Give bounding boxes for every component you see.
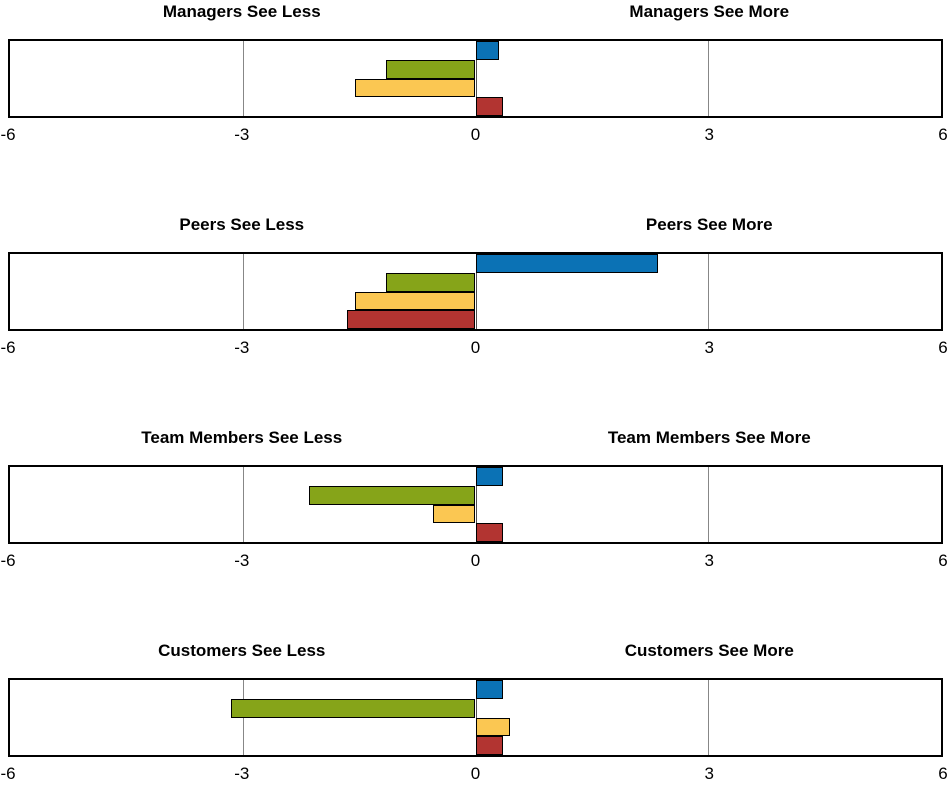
blue-bar	[475, 41, 499, 60]
chart-title-left: Managers See Less	[162, 2, 321, 21]
red-bar	[475, 97, 503, 116]
yellow-bar	[355, 291, 476, 311]
blue-bar	[475, 680, 503, 699]
tick-label: 3	[704, 338, 714, 357]
gridline	[242, 41, 244, 116]
chart-titles-row: Team Members See Less Team Members See M…	[8, 428, 943, 448]
gridline	[708, 680, 710, 755]
tick-label: -6	[0, 764, 16, 783]
tick-label: 0	[470, 764, 481, 783]
tick-label: -6	[0, 338, 16, 357]
green-bar	[386, 59, 476, 79]
zero-line	[475, 41, 477, 116]
blue-bar	[475, 467, 503, 486]
tick-label: 6	[938, 551, 948, 570]
tick-label: 3	[704, 551, 714, 570]
plot-area	[8, 678, 943, 757]
chart-section: Managers See Less Managers See More -6 -3…	[0, 2, 951, 147]
zero-line	[475, 254, 477, 329]
gridline	[242, 467, 244, 542]
x-axis-tick-labels: -6 -3 0 3 6	[0, 764, 947, 786]
chart-titles-row: Managers See Less Managers See More	[8, 2, 943, 22]
tick-label: 6	[938, 338, 948, 357]
tick-label: -3	[234, 125, 250, 144]
tick-label: 3	[704, 125, 714, 144]
chart-title-right: Peers See More	[645, 215, 773, 234]
red-bar	[475, 736, 503, 755]
x-axis-tick-labels: -6 -3 0 3 6	[0, 551, 947, 573]
chart-section: Peers See Less Peers See More -6 -3 0 3 6	[0, 215, 951, 360]
yellow-bar	[355, 78, 476, 98]
chart-titles-row: Peers See Less Peers See More	[8, 215, 943, 235]
gridline	[708, 41, 710, 116]
chart-title-left: Customers See Less	[158, 641, 326, 660]
zero-line	[475, 467, 477, 542]
green-bar	[386, 272, 476, 292]
tick-label: -3	[234, 338, 250, 357]
yellow-bar	[432, 504, 476, 524]
chart-title-right: Customers See More	[624, 641, 794, 660]
x-axis-tick-labels: -6 -3 0 3 6	[0, 338, 947, 360]
tick-label: 3	[704, 764, 714, 783]
chart-titles-row: Customers See Less Customers See More	[8, 641, 943, 661]
gridline	[708, 467, 710, 542]
red-bar	[475, 523, 503, 542]
plot-area	[8, 252, 943, 331]
chart-title-right: Team Members See More	[607, 428, 811, 447]
green-bar	[231, 698, 476, 718]
chart-title-right: Managers See More	[629, 2, 790, 21]
chart-section: Customers See Less Customers See More -6…	[0, 641, 951, 786]
green-bar	[308, 485, 476, 505]
red-bar	[347, 310, 476, 329]
tick-label: -3	[234, 551, 250, 570]
blue-bar	[475, 254, 658, 273]
tick-label: 0	[470, 125, 481, 144]
tick-label: 0	[470, 551, 481, 570]
plot-area	[8, 465, 943, 544]
chart-title-left: Peers See Less	[179, 215, 305, 234]
plot-area	[8, 39, 943, 118]
gridline	[242, 254, 244, 329]
tick-label: 0	[470, 338, 481, 357]
gridline	[242, 680, 244, 755]
tick-label: 6	[938, 125, 948, 144]
tick-label: 6	[938, 764, 948, 783]
yellow-bar	[475, 717, 511, 737]
x-axis-tick-labels: -6 -3 0 3 6	[0, 125, 947, 147]
tick-label: -6	[0, 551, 16, 570]
tick-label: -3	[234, 764, 250, 783]
gridline	[708, 254, 710, 329]
tick-label: -6	[0, 125, 16, 144]
chart-title-left: Team Members See Less	[141, 428, 343, 447]
chart-section: Team Members See Less Team Members See M…	[0, 428, 951, 573]
